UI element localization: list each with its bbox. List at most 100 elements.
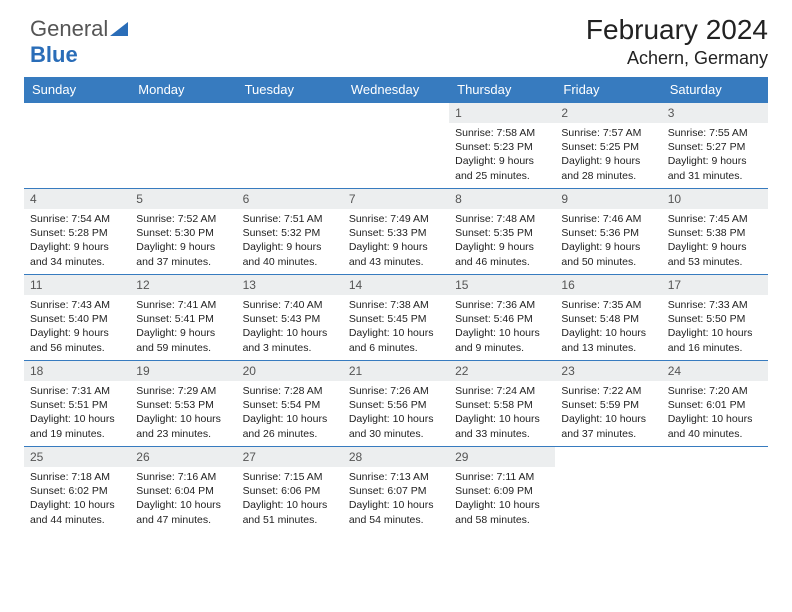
logo-text-1: General: [30, 16, 108, 41]
day-details: Sunrise: 7:51 AMSunset: 5:32 PMDaylight:…: [237, 209, 343, 271]
day-number: 16: [555, 275, 661, 295]
day-number: 21: [343, 361, 449, 381]
day-cell: 6Sunrise: 7:51 AMSunset: 5:32 PMDaylight…: [237, 189, 343, 275]
day-number: 14: [343, 275, 449, 295]
logo-triangle-icon: [110, 22, 128, 36]
day-cell: 16Sunrise: 7:35 AMSunset: 5:48 PMDayligh…: [555, 275, 661, 361]
calendar-row: 1Sunrise: 7:58 AMSunset: 5:23 PMDaylight…: [24, 103, 768, 189]
day-number: 18: [24, 361, 130, 381]
day-details: Sunrise: 7:55 AMSunset: 5:27 PMDaylight:…: [662, 123, 768, 185]
calendar-table: SundayMondayTuesdayWednesdayThursdayFrid…: [24, 77, 768, 533]
weekday-header: Friday: [555, 77, 661, 103]
empty-cell: [130, 103, 236, 189]
day-details: Sunrise: 7:41 AMSunset: 5:41 PMDaylight:…: [130, 295, 236, 357]
day-number: 8: [449, 189, 555, 209]
day-details: Sunrise: 7:15 AMSunset: 6:06 PMDaylight:…: [237, 467, 343, 529]
day-details: Sunrise: 7:58 AMSunset: 5:23 PMDaylight:…: [449, 123, 555, 185]
day-cell: 27Sunrise: 7:15 AMSunset: 6:06 PMDayligh…: [237, 447, 343, 533]
day-cell: 28Sunrise: 7:13 AMSunset: 6:07 PMDayligh…: [343, 447, 449, 533]
day-number: 2: [555, 103, 661, 123]
location-label: Achern, Germany: [24, 48, 768, 69]
day-details: Sunrise: 7:35 AMSunset: 5:48 PMDaylight:…: [555, 295, 661, 357]
day-cell: 3Sunrise: 7:55 AMSunset: 5:27 PMDaylight…: [662, 103, 768, 189]
day-number: 11: [24, 275, 130, 295]
day-cell: 21Sunrise: 7:26 AMSunset: 5:56 PMDayligh…: [343, 361, 449, 447]
weekday-header: Tuesday: [237, 77, 343, 103]
day-details: Sunrise: 7:20 AMSunset: 6:01 PMDaylight:…: [662, 381, 768, 443]
day-number: 6: [237, 189, 343, 209]
day-number: 27: [237, 447, 343, 467]
day-details: Sunrise: 7:57 AMSunset: 5:25 PMDaylight:…: [555, 123, 661, 185]
day-number: 25: [24, 447, 130, 467]
day-number: 9: [555, 189, 661, 209]
day-details: Sunrise: 7:52 AMSunset: 5:30 PMDaylight:…: [130, 209, 236, 271]
day-details: Sunrise: 7:18 AMSunset: 6:02 PMDaylight:…: [24, 467, 130, 529]
day-details: Sunrise: 7:24 AMSunset: 5:58 PMDaylight:…: [449, 381, 555, 443]
day-cell: 1Sunrise: 7:58 AMSunset: 5:23 PMDaylight…: [449, 103, 555, 189]
day-number: 28: [343, 447, 449, 467]
day-details: Sunrise: 7:11 AMSunset: 6:09 PMDaylight:…: [449, 467, 555, 529]
calendar-header-row: SundayMondayTuesdayWednesdayThursdayFrid…: [24, 77, 768, 103]
empty-cell: [555, 447, 661, 533]
day-number: 10: [662, 189, 768, 209]
calendar-body: 1Sunrise: 7:58 AMSunset: 5:23 PMDaylight…: [24, 103, 768, 533]
day-number: 22: [449, 361, 555, 381]
day-cell: 10Sunrise: 7:45 AMSunset: 5:38 PMDayligh…: [662, 189, 768, 275]
day-cell: 4Sunrise: 7:54 AMSunset: 5:28 PMDaylight…: [24, 189, 130, 275]
day-details: Sunrise: 7:31 AMSunset: 5:51 PMDaylight:…: [24, 381, 130, 443]
day-details: Sunrise: 7:49 AMSunset: 5:33 PMDaylight:…: [343, 209, 449, 271]
day-cell: 25Sunrise: 7:18 AMSunset: 6:02 PMDayligh…: [24, 447, 130, 533]
day-cell: 17Sunrise: 7:33 AMSunset: 5:50 PMDayligh…: [662, 275, 768, 361]
day-details: Sunrise: 7:43 AMSunset: 5:40 PMDaylight:…: [24, 295, 130, 357]
day-details: Sunrise: 7:22 AMSunset: 5:59 PMDaylight:…: [555, 381, 661, 443]
day-number: 4: [24, 189, 130, 209]
day-cell: 23Sunrise: 7:22 AMSunset: 5:59 PMDayligh…: [555, 361, 661, 447]
day-number: 24: [662, 361, 768, 381]
day-number: 29: [449, 447, 555, 467]
empty-cell: [662, 447, 768, 533]
empty-cell: [237, 103, 343, 189]
day-details: Sunrise: 7:46 AMSunset: 5:36 PMDaylight:…: [555, 209, 661, 271]
day-cell: 22Sunrise: 7:24 AMSunset: 5:58 PMDayligh…: [449, 361, 555, 447]
logo: General Blue: [30, 16, 128, 68]
page-title: February 2024: [24, 14, 768, 46]
page-header: February 2024 Achern, Germany: [24, 14, 768, 69]
day-number: 7: [343, 189, 449, 209]
day-details: Sunrise: 7:54 AMSunset: 5:28 PMDaylight:…: [24, 209, 130, 271]
calendar-row: 4Sunrise: 7:54 AMSunset: 5:28 PMDaylight…: [24, 189, 768, 275]
day-details: Sunrise: 7:26 AMSunset: 5:56 PMDaylight:…: [343, 381, 449, 443]
weekday-header: Monday: [130, 77, 236, 103]
day-cell: 29Sunrise: 7:11 AMSunset: 6:09 PMDayligh…: [449, 447, 555, 533]
day-details: Sunrise: 7:29 AMSunset: 5:53 PMDaylight:…: [130, 381, 236, 443]
day-number: 19: [130, 361, 236, 381]
day-cell: 26Sunrise: 7:16 AMSunset: 6:04 PMDayligh…: [130, 447, 236, 533]
day-cell: 18Sunrise: 7:31 AMSunset: 5:51 PMDayligh…: [24, 361, 130, 447]
day-cell: 20Sunrise: 7:28 AMSunset: 5:54 PMDayligh…: [237, 361, 343, 447]
day-cell: 8Sunrise: 7:48 AMSunset: 5:35 PMDaylight…: [449, 189, 555, 275]
day-cell: 9Sunrise: 7:46 AMSunset: 5:36 PMDaylight…: [555, 189, 661, 275]
calendar-row: 25Sunrise: 7:18 AMSunset: 6:02 PMDayligh…: [24, 447, 768, 533]
day-cell: 19Sunrise: 7:29 AMSunset: 5:53 PMDayligh…: [130, 361, 236, 447]
empty-cell: [343, 103, 449, 189]
day-number: 23: [555, 361, 661, 381]
weekday-header: Sunday: [24, 77, 130, 103]
day-details: Sunrise: 7:40 AMSunset: 5:43 PMDaylight:…: [237, 295, 343, 357]
day-number: 12: [130, 275, 236, 295]
day-cell: 13Sunrise: 7:40 AMSunset: 5:43 PMDayligh…: [237, 275, 343, 361]
day-details: Sunrise: 7:33 AMSunset: 5:50 PMDaylight:…: [662, 295, 768, 357]
calendar-row: 18Sunrise: 7:31 AMSunset: 5:51 PMDayligh…: [24, 361, 768, 447]
day-details: Sunrise: 7:28 AMSunset: 5:54 PMDaylight:…: [237, 381, 343, 443]
day-cell: 24Sunrise: 7:20 AMSunset: 6:01 PMDayligh…: [662, 361, 768, 447]
day-details: Sunrise: 7:45 AMSunset: 5:38 PMDaylight:…: [662, 209, 768, 271]
day-details: Sunrise: 7:38 AMSunset: 5:45 PMDaylight:…: [343, 295, 449, 357]
day-number: 3: [662, 103, 768, 123]
day-number: 26: [130, 447, 236, 467]
logo-text-2: Blue: [30, 42, 78, 67]
day-number: 17: [662, 275, 768, 295]
day-details: Sunrise: 7:13 AMSunset: 6:07 PMDaylight:…: [343, 467, 449, 529]
day-number: 15: [449, 275, 555, 295]
empty-cell: [24, 103, 130, 189]
day-cell: 14Sunrise: 7:38 AMSunset: 5:45 PMDayligh…: [343, 275, 449, 361]
day-cell: 7Sunrise: 7:49 AMSunset: 5:33 PMDaylight…: [343, 189, 449, 275]
day-number: 13: [237, 275, 343, 295]
